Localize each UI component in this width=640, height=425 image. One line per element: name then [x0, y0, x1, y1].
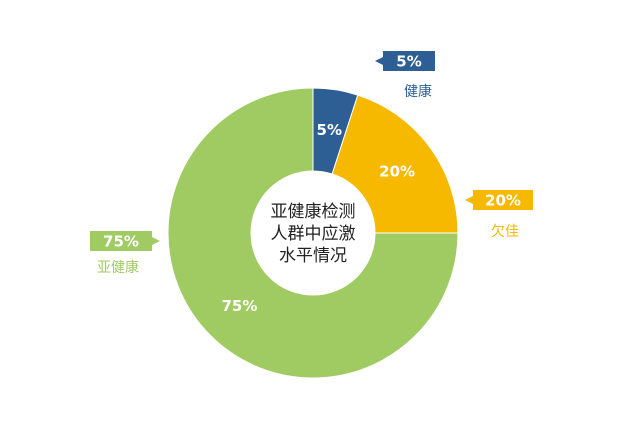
- callout-tag: [90, 231, 160, 251]
- segment-label: 5%: [317, 121, 342, 139]
- callout-value: 75%: [103, 233, 139, 251]
- callout-value: 20%: [485, 192, 521, 210]
- category-label: 欠佳: [491, 224, 519, 240]
- center-title-line: 人群中应激: [271, 224, 356, 244]
- center-title-line: 亚健康检测: [271, 202, 356, 222]
- callout-tag: [375, 51, 435, 71]
- donut-segment: [167, 87, 459, 379]
- segment-label: 20%: [379, 162, 415, 180]
- donut-segment: [331, 94, 459, 234]
- callout-value: 5%: [396, 53, 421, 71]
- segment-label: 75%: [222, 297, 258, 315]
- category-label: 健康: [404, 83, 432, 100]
- center-title: 亚健康检测 人群中应激 水平情况: [271, 202, 356, 266]
- category-label: 亚健康: [97, 259, 139, 276]
- center-title-line: 水平情况: [279, 246, 347, 266]
- callout-tag: [465, 190, 533, 210]
